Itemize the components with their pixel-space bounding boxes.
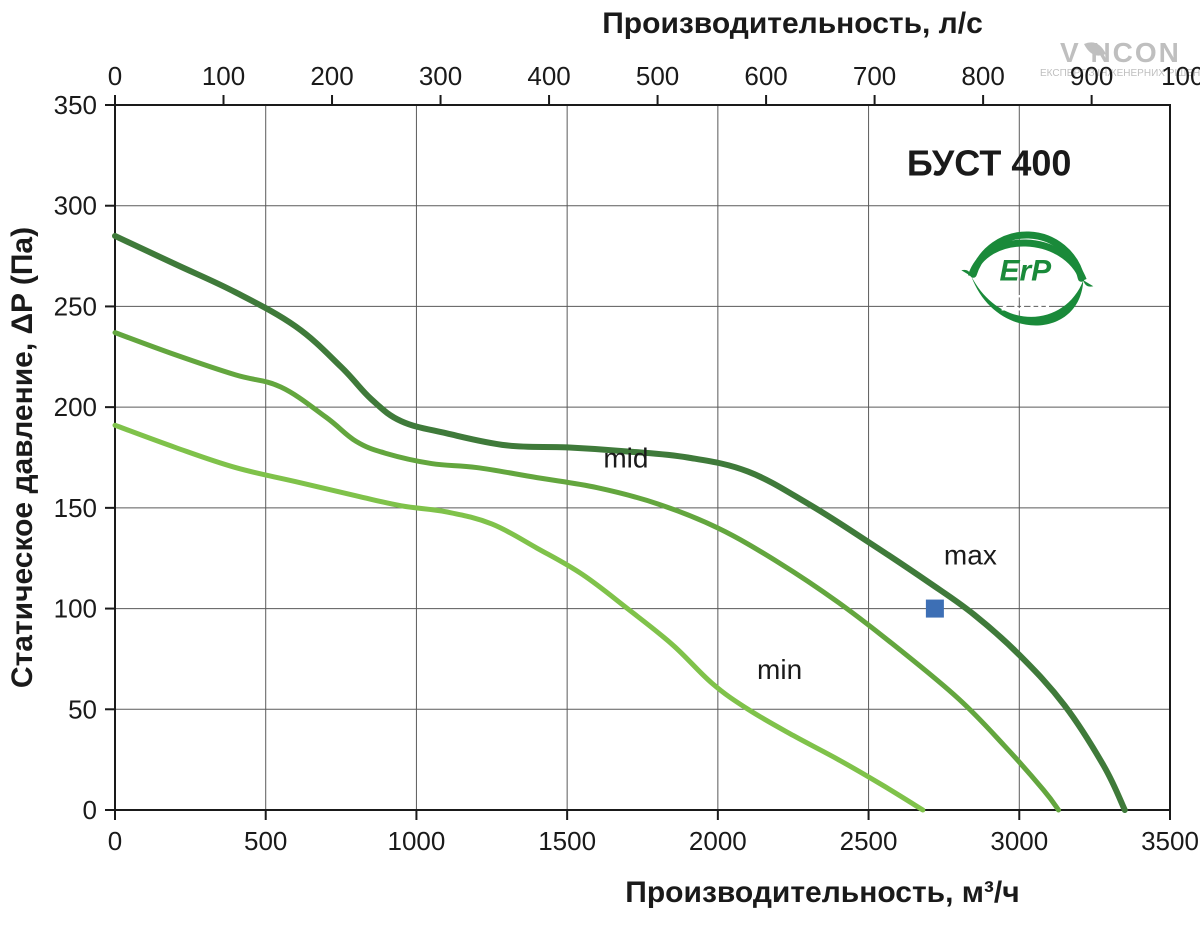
x-top-tick-label: 900 <box>1070 61 1113 91</box>
x-top-tick-label: 200 <box>310 61 353 91</box>
x-top-tick-label: 800 <box>961 61 1004 91</box>
x-top-tick-label: 700 <box>853 61 896 91</box>
x-bottom-tick-label: 1500 <box>538 826 596 856</box>
series-label-max: max <box>944 539 997 570</box>
x-bottom-tick-label: 500 <box>244 826 287 856</box>
y-tick-label: 100 <box>54 594 97 624</box>
x-bottom-tick-label: 2000 <box>689 826 747 856</box>
x-top-tick-label: 400 <box>527 61 570 91</box>
x-bottom-tick-label: 2500 <box>840 826 898 856</box>
y-tick-label: 250 <box>54 291 97 321</box>
chart-title: БУСТ 400 <box>907 143 1072 184</box>
y-tick-label: 200 <box>54 392 97 422</box>
x-top-tick-label: 1000 <box>1161 61 1200 91</box>
x-bottom-tick-label: 1000 <box>388 826 446 856</box>
y-tick-label: 300 <box>54 191 97 221</box>
x-bottom-tick-label: 0 <box>108 826 122 856</box>
y-tick-label: 0 <box>83 795 97 825</box>
y-tick-label: 150 <box>54 493 97 523</box>
y-tick-label: 50 <box>68 694 97 724</box>
x-top-tick-label: 100 <box>202 61 245 91</box>
series-label-min: min <box>757 654 802 685</box>
x-top-tick-label: 300 <box>419 61 462 91</box>
x-top-tick-label: 600 <box>744 61 787 91</box>
badge-bottom-text: 2018 <box>1001 290 1050 315</box>
y-axis-title: Статическое давление, ΔP (Па) <box>6 227 39 688</box>
badge-top-text: ErP <box>999 254 1052 287</box>
x-bottom-tick-label: 3500 <box>1141 826 1199 856</box>
fan-performance-chart: V NCONЕКСПЕРТ З ІНЖЕНЕРНИХ РІШЕНЬ0500100… <box>0 0 1200 935</box>
x-bottom-tick-label: 3000 <box>990 826 1048 856</box>
y-tick-label: 350 <box>54 90 97 120</box>
series-label-mid: mid <box>603 443 648 474</box>
x-bottom-axis-title: Производительность, м³/ч <box>625 876 1019 909</box>
x-top-tick-label: 500 <box>636 61 679 91</box>
operating-point-marker <box>926 600 944 618</box>
x-top-axis-title: Производительность, л/с <box>602 7 983 40</box>
x-top-tick-label: 0 <box>108 61 122 91</box>
